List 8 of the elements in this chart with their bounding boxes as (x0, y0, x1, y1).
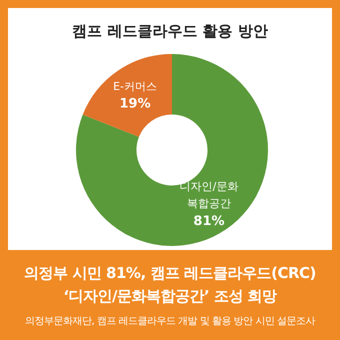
chart-title: 캠프 레드클라우드 활용 방안 (71, 22, 269, 41)
slice-label: E-커머스 (113, 80, 157, 93)
text: ‘디자인/문화복합공간’ 조성 희망 (62, 287, 278, 306)
text: 의정부 시민 81%, 캠프 레드클라우드(CRC) (23, 264, 317, 283)
data-label: 19% (119, 96, 151, 112)
text: 의정부문화재단, 캠프 레드클라우드 개발 및 활용 방안 시민 설문조사 (24, 315, 316, 328)
data-label: 81% (193, 214, 225, 229)
slice-label: 디자인/문화 복합공간 (180, 180, 238, 210)
